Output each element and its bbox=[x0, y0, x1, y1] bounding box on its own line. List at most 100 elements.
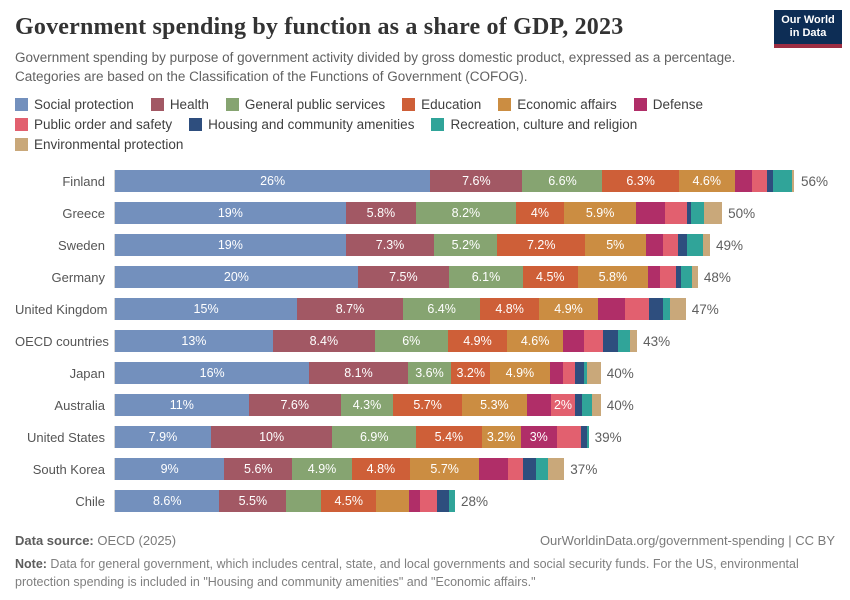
bar-segment[interactable]: 6.1% bbox=[448, 266, 523, 289]
bar-segment[interactable] bbox=[522, 458, 537, 481]
bar-segment[interactable]: 4.5% bbox=[522, 266, 578, 289]
bar-segment[interactable]: 8.6% bbox=[115, 490, 220, 513]
bar-segment[interactable] bbox=[665, 202, 687, 225]
bar-segment[interactable] bbox=[624, 298, 650, 321]
legend-item[interactable]: Education bbox=[402, 97, 481, 112]
legend-item[interactable]: Economic affairs bbox=[498, 97, 617, 112]
bar-segment[interactable] bbox=[581, 426, 587, 449]
bar-segment[interactable] bbox=[680, 266, 692, 289]
owid-logo[interactable]: Our World in Data bbox=[774, 10, 842, 48]
bar-segment[interactable]: 3% bbox=[520, 426, 557, 449]
legend-item[interactable]: Health bbox=[150, 97, 209, 112]
bar-segment[interactable]: 4.3% bbox=[340, 394, 394, 417]
bar-segment[interactable]: 19% bbox=[115, 202, 346, 225]
bar-segment[interactable]: 11% bbox=[115, 394, 249, 417]
bar-segment[interactable] bbox=[773, 170, 792, 193]
credit-link[interactable]: OurWorldinData.org/government-spending |… bbox=[539, 533, 835, 549]
bar-segment[interactable]: 4.9% bbox=[292, 458, 352, 481]
bar-segment[interactable] bbox=[751, 170, 768, 193]
bar-segment[interactable] bbox=[563, 330, 584, 353]
bar-segment[interactable]: 7.9% bbox=[115, 426, 211, 449]
bar-segment[interactable] bbox=[702, 234, 710, 257]
bar-segment[interactable]: 10% bbox=[210, 426, 333, 449]
bar-segment[interactable] bbox=[662, 298, 670, 321]
bar-segment[interactable] bbox=[479, 458, 509, 481]
bar-segment[interactable] bbox=[675, 266, 681, 289]
bar-segment[interactable] bbox=[583, 362, 588, 385]
bar-segment[interactable]: 5.8% bbox=[577, 266, 649, 289]
bar-segment[interactable]: 5% bbox=[584, 234, 646, 257]
bar-segment[interactable] bbox=[686, 202, 691, 225]
legend-item[interactable]: General public services bbox=[225, 97, 385, 112]
bar-segment[interactable]: 6.3% bbox=[602, 170, 679, 193]
legend-item[interactable]: Housing and community amenities bbox=[189, 117, 414, 132]
bar-segment[interactable]: 9% bbox=[115, 458, 225, 481]
bar-segment[interactable] bbox=[508, 458, 523, 481]
bar-segment[interactable] bbox=[678, 234, 687, 257]
bar-segment[interactable] bbox=[376, 490, 409, 513]
bar-segment[interactable] bbox=[767, 170, 774, 193]
bar-segment[interactable] bbox=[575, 362, 584, 385]
bar-segment[interactable]: 4.6% bbox=[678, 170, 735, 193]
bar-segment[interactable] bbox=[669, 298, 686, 321]
bar-segment[interactable]: 7.3% bbox=[345, 234, 435, 257]
bar-segment[interactable]: 4.8% bbox=[351, 458, 411, 481]
bar-segment[interactable]: 5.3% bbox=[462, 394, 527, 417]
bar-segment[interactable]: 8.4% bbox=[272, 330, 375, 353]
bar-segment[interactable] bbox=[526, 394, 551, 417]
bar-segment[interactable]: 8.1% bbox=[309, 362, 408, 385]
bar-segment[interactable] bbox=[691, 266, 698, 289]
bar-segment[interactable] bbox=[660, 266, 676, 289]
legend-item[interactable]: Environmental protection bbox=[15, 137, 183, 152]
bar-segment[interactable]: 5.9% bbox=[564, 202, 636, 225]
bar-segment[interactable]: 2% bbox=[550, 394, 576, 417]
bar-segment[interactable] bbox=[582, 394, 593, 417]
bar-segment[interactable]: 4.6% bbox=[507, 330, 564, 353]
bar-segment[interactable] bbox=[617, 330, 630, 353]
legend-item[interactable]: Defense bbox=[633, 97, 703, 112]
bar-segment[interactable] bbox=[686, 234, 703, 257]
bar-segment[interactable]: 6.9% bbox=[332, 426, 417, 449]
bar-segment[interactable]: 3.2% bbox=[451, 362, 491, 385]
bar-segment[interactable]: 4.9% bbox=[490, 362, 550, 385]
bar-segment[interactable]: 7.2% bbox=[497, 234, 585, 257]
bar-segment[interactable]: 19% bbox=[115, 234, 346, 257]
bar-segment[interactable]: 7.6% bbox=[430, 170, 523, 193]
bar-segment[interactable]: 5.5% bbox=[219, 490, 287, 513]
bar-segment[interactable]: 26% bbox=[115, 170, 431, 193]
bar-segment[interactable] bbox=[598, 298, 625, 321]
bar-segment[interactable]: 7.5% bbox=[357, 266, 449, 289]
bar-segment[interactable] bbox=[734, 170, 752, 193]
bar-segment[interactable]: 6.4% bbox=[402, 298, 481, 321]
bar-segment[interactable]: 6.6% bbox=[522, 170, 603, 193]
bar-segment[interactable] bbox=[662, 234, 679, 257]
bar-segment[interactable]: 4.5% bbox=[321, 490, 377, 513]
bar-segment[interactable]: 5.8% bbox=[345, 202, 417, 225]
bar-segment[interactable] bbox=[645, 234, 663, 257]
bar-segment[interactable] bbox=[586, 426, 589, 449]
bar-segment[interactable]: 20% bbox=[115, 266, 358, 289]
bar-segment[interactable] bbox=[583, 330, 604, 353]
bar-segment[interactable]: 5.4% bbox=[416, 426, 482, 449]
bar-segment[interactable] bbox=[448, 490, 455, 513]
bar-segment[interactable] bbox=[635, 202, 666, 225]
bar-segment[interactable]: 3.2% bbox=[481, 426, 521, 449]
bar-segment[interactable] bbox=[549, 362, 564, 385]
bar-segment[interactable]: 13% bbox=[115, 330, 273, 353]
legend-item[interactable]: Public order and safety bbox=[15, 117, 172, 132]
bar-segment[interactable]: 4.8% bbox=[480, 298, 539, 321]
bar-segment[interactable] bbox=[286, 490, 322, 513]
bar-segment[interactable]: 8.7% bbox=[297, 298, 403, 321]
bar-segment[interactable]: 8.2% bbox=[416, 202, 516, 225]
bar-segment[interactable] bbox=[649, 298, 663, 321]
bar-segment[interactable] bbox=[408, 490, 420, 513]
bar-segment[interactable] bbox=[419, 490, 437, 513]
bar-segment[interactable] bbox=[587, 362, 601, 385]
bar-segment[interactable] bbox=[556, 426, 582, 449]
bar-segment[interactable]: 4.9% bbox=[538, 298, 599, 321]
bar-segment[interactable]: 4.9% bbox=[447, 330, 508, 353]
bar-segment[interactable]: 6% bbox=[374, 330, 448, 353]
bar-segment[interactable]: 15% bbox=[115, 298, 298, 321]
bar-segment[interactable]: 16% bbox=[115, 362, 310, 385]
bar-segment[interactable]: 5.7% bbox=[393, 394, 463, 417]
